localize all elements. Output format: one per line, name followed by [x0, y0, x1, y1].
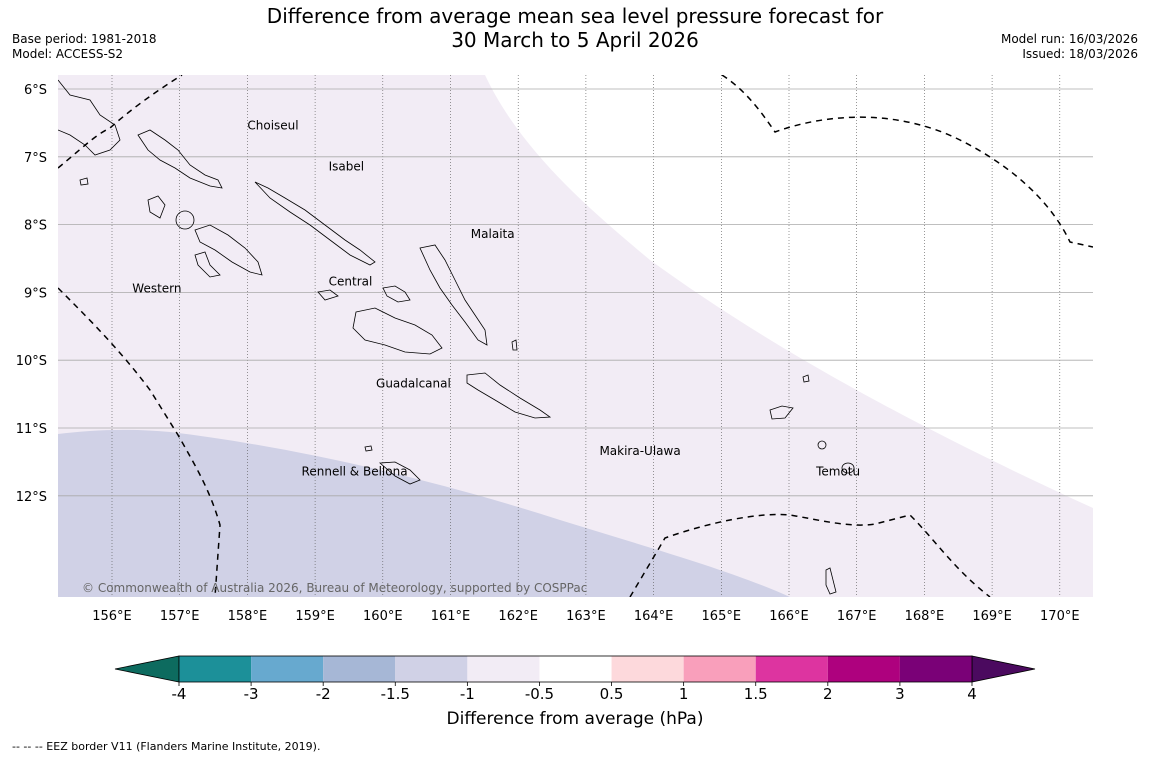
colorbar-tick-label: -1 — [460, 685, 475, 703]
colorbar-over-arrow — [971, 655, 1036, 683]
lon-tick-label: 158°E — [228, 609, 268, 624]
coast-russell — [382, 285, 411, 303]
colorbar-tick-label: 1 — [679, 685, 689, 703]
colorbar-tick-label: -3 — [244, 685, 259, 703]
lat-tick-label: 12°S — [16, 490, 47, 505]
lon-tick-label: 162°E — [498, 609, 538, 624]
base-period: Base period: 1981-2018 — [12, 32, 157, 46]
coast-duff — [802, 374, 810, 383]
coast-utupua — [817, 440, 827, 450]
map-gridlines — [58, 75, 1093, 597]
colorbar-tick-label: 3 — [895, 685, 905, 703]
lat-tick-label: 11°S — [16, 422, 47, 437]
coast-florida — [317, 289, 339, 301]
colorbar-tick-label: -1.5 — [381, 685, 410, 703]
lon-tick-label: 167°E — [837, 609, 877, 624]
colorbar-segment — [395, 656, 468, 682]
chart-title-line2: 30 March to 5 April 2026 — [451, 28, 699, 52]
colorbar-segment — [251, 656, 324, 682]
colorbar-tick-label: 0.5 — [600, 685, 624, 703]
lon-tick-label: 170°E — [1040, 609, 1080, 624]
colorbar-segment — [179, 656, 252, 682]
eez-footnote: -- -- -- EEZ border V11 (Flanders Marine… — [12, 740, 321, 753]
coast-ulawa — [511, 339, 518, 351]
issued-date: Issued: 18/03/2026 — [1022, 47, 1138, 61]
place-label: Choiseul — [247, 119, 298, 133]
colorbar-segment — [467, 656, 540, 682]
place-label: Makira-Ulawa — [599, 444, 680, 458]
eez-border-png-north — [58, 75, 183, 169]
colorbar-segment — [755, 656, 828, 682]
colorbar-tick-label: 2 — [823, 685, 833, 703]
coast-rennell — [379, 461, 421, 485]
coast-new-georgia — [194, 224, 263, 276]
colorbar-segment — [899, 656, 972, 682]
lon-tick-label: 168°E — [905, 609, 945, 624]
colorbar-tick-label: -0.5 — [525, 685, 554, 703]
colorbar: -4 -3 -2 -1.5 -1 -0.5 0.5 1 1.5 2 3 4 — [114, 655, 1036, 703]
lon-tick-label: 160°E — [363, 609, 403, 624]
coast-choiseul — [137, 129, 223, 189]
coast-shortland — [79, 177, 89, 186]
place-label: Rennell & Bellona — [302, 464, 408, 478]
eez-borders — [58, 75, 1093, 597]
colorbar-segment — [827, 656, 900, 682]
eez-border-east — [721, 75, 1093, 248]
coast-kolombangara — [175, 210, 195, 230]
lon-tick-label: 163°E — [566, 609, 606, 624]
lon-tick-label: 169°E — [972, 609, 1012, 624]
model-name: Model: ACCESS-S2 — [12, 47, 124, 61]
colorbar-title: Difference from average (hPa) — [446, 709, 704, 729]
coast-bellona — [364, 445, 373, 452]
anomaly-field-medium — [58, 429, 790, 597]
chart-title-line1: Difference from average mean sea level p… — [266, 4, 884, 28]
lat-tick-label: 9°S — [24, 286, 47, 301]
coast-vanikoro — [841, 462, 855, 474]
lat-tick-label: 8°S — [24, 219, 47, 234]
colorbar-segment — [539, 656, 612, 682]
colorbar-tick-label: 4 — [967, 685, 977, 703]
coast-vella-lavella — [147, 195, 166, 219]
lat-tick-label: 10°S — [16, 354, 47, 369]
coast-isabel — [254, 181, 376, 266]
coast-bougainville — [58, 79, 121, 156]
colorbar-segment — [323, 656, 396, 682]
colorbar-tick-label: -2 — [316, 685, 331, 703]
colorbar-tick-label: -4 — [172, 685, 187, 703]
place-labels: Choiseul Isabel Malaita Western Central Guada… — [132, 119, 860, 479]
coast-anuta — [825, 567, 837, 595]
colorbar-segment — [611, 656, 684, 682]
lon-tick-label: 166°E — [769, 609, 809, 624]
coast-nendo — [769, 405, 794, 420]
place-label: Guadalcanal — [376, 376, 451, 390]
lon-tick-label: 164°E — [634, 609, 674, 624]
lon-tick-labels: 156°E 157°E 158°E 159°E 160°E 161°E 162°E 163°E… — [92, 609, 1079, 624]
coast-makira — [466, 372, 552, 419]
coast-rendova — [194, 251, 221, 278]
lat-tick-labels: 6°S 7°S 8°S 9°S 10°S 11°S 12°S — [16, 83, 47, 505]
colorbar-segment — [683, 656, 756, 682]
colorbar-under-arrow — [114, 655, 180, 683]
map-area: © Commonwealth of Australia 2026, Bureau… — [58, 75, 1093, 597]
coast-malaita — [419, 244, 488, 346]
eez-border-vanuatu — [629, 513, 991, 597]
lat-tick-label: 7°S — [24, 151, 47, 166]
place-label: Western — [132, 281, 181, 295]
lon-tick-label: 157°E — [160, 609, 200, 624]
lon-tick-label: 161°E — [431, 609, 471, 624]
colorbar-tick-label: 1.5 — [744, 685, 768, 703]
lon-tick-label: 159°E — [295, 609, 335, 624]
copyright-notice: © Commonwealth of Australia 2026, Bureau… — [82, 581, 587, 595]
place-label: Isabel — [329, 159, 364, 173]
place-label: Malaita — [471, 227, 515, 241]
coast-guadalcanal — [352, 307, 443, 355]
place-label: Temotu — [815, 464, 860, 478]
lon-tick-label: 156°E — [92, 609, 132, 624]
place-label: Central — [329, 275, 373, 289]
lat-tick-label: 6°S — [24, 83, 47, 98]
model-run: Model run: 16/03/2026 — [1000, 32, 1138, 46]
lon-tick-label: 165°E — [702, 609, 742, 624]
coastlines — [58, 79, 855, 595]
